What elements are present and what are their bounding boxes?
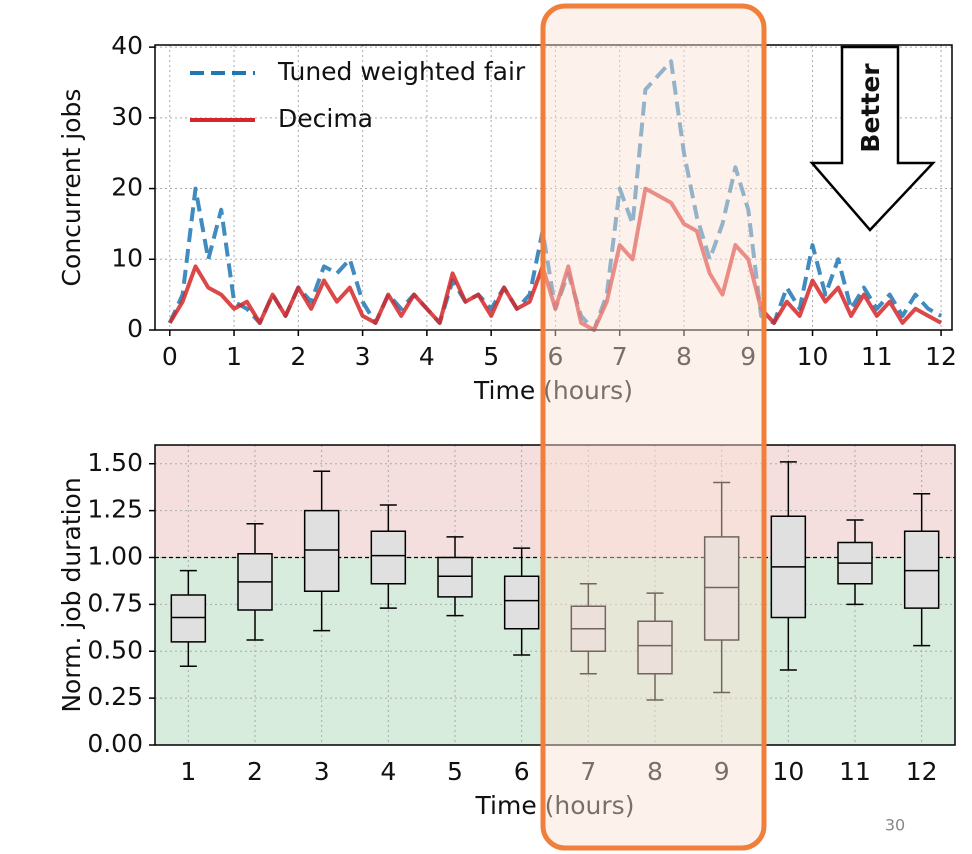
y-tick-label: 0 bbox=[127, 314, 143, 343]
box bbox=[703, 536, 740, 641]
x-tick-label: 12 bbox=[925, 342, 957, 371]
y-tick-label: 10 bbox=[111, 243, 143, 272]
x-tick-label: 10 bbox=[772, 757, 804, 786]
y-axis-label: Norm. job duration bbox=[57, 477, 86, 712]
series-line bbox=[168, 186, 943, 332]
annotation: Better bbox=[856, 63, 885, 153]
y-axis-label: Concurrent jobs bbox=[57, 89, 86, 287]
legend-label: Tuned weighted fair bbox=[277, 57, 526, 86]
y-tick-label: 0.50 bbox=[87, 635, 143, 664]
plot-frame bbox=[154, 444, 956, 746]
y-tick-label: 40 bbox=[111, 31, 143, 60]
box bbox=[303, 509, 340, 592]
x-tick-label: 5 bbox=[447, 757, 463, 786]
x-tick-label: 0 bbox=[162, 342, 178, 371]
x-tick-label: 9 bbox=[714, 757, 730, 786]
legend-label: Decima bbox=[278, 104, 373, 133]
y-tick-label: 0.25 bbox=[87, 682, 143, 711]
x-tick-label: 9 bbox=[740, 342, 756, 371]
box bbox=[370, 530, 407, 585]
y-tick-label: 0.00 bbox=[87, 729, 143, 758]
x-tick-label: 7 bbox=[612, 342, 628, 371]
x-tick-label: 6 bbox=[514, 757, 530, 786]
x-tick-label: 3 bbox=[314, 757, 330, 786]
box bbox=[503, 575, 540, 630]
x-tick-label: 4 bbox=[419, 342, 435, 371]
plot-frame bbox=[154, 44, 953, 331]
y-tick-label: 30 bbox=[111, 102, 143, 131]
y-tick-label: 1.25 bbox=[87, 495, 143, 524]
x-tick-label: 1 bbox=[226, 342, 242, 371]
highlight-box bbox=[540, 3, 767, 851]
x-tick-label: 3 bbox=[355, 342, 371, 371]
x-tick-label: 12 bbox=[906, 757, 938, 786]
x-tick-label: 2 bbox=[290, 342, 306, 371]
x-tick-label: 11 bbox=[861, 342, 893, 371]
x-axis-label: Time (hours) bbox=[473, 376, 633, 405]
x-tick-label: 2 bbox=[247, 757, 263, 786]
page-number: 30 bbox=[885, 816, 905, 835]
x-tick-label: 4 bbox=[380, 757, 396, 786]
y-tick-label: 1.00 bbox=[87, 542, 143, 571]
y-tick-label: 20 bbox=[111, 173, 143, 202]
box bbox=[637, 620, 673, 675]
x-tick-label: 1 bbox=[180, 757, 196, 786]
x-tick-label: 7 bbox=[580, 757, 596, 786]
box bbox=[170, 594, 207, 643]
better-arrow bbox=[809, 45, 936, 232]
box bbox=[437, 556, 473, 598]
x-tick-label: 11 bbox=[839, 757, 871, 786]
x-tick-label: 10 bbox=[797, 342, 829, 371]
box bbox=[903, 530, 940, 609]
x-tick-label: 5 bbox=[483, 342, 499, 371]
x-axis-label: Time (hours) bbox=[475, 791, 635, 820]
y-tick-label: 0.75 bbox=[87, 588, 143, 617]
y-tick-label: 1.50 bbox=[87, 448, 143, 477]
x-tick-label: 8 bbox=[647, 757, 663, 786]
x-tick-label: 6 bbox=[547, 342, 563, 371]
x-tick-label: 8 bbox=[676, 342, 692, 371]
